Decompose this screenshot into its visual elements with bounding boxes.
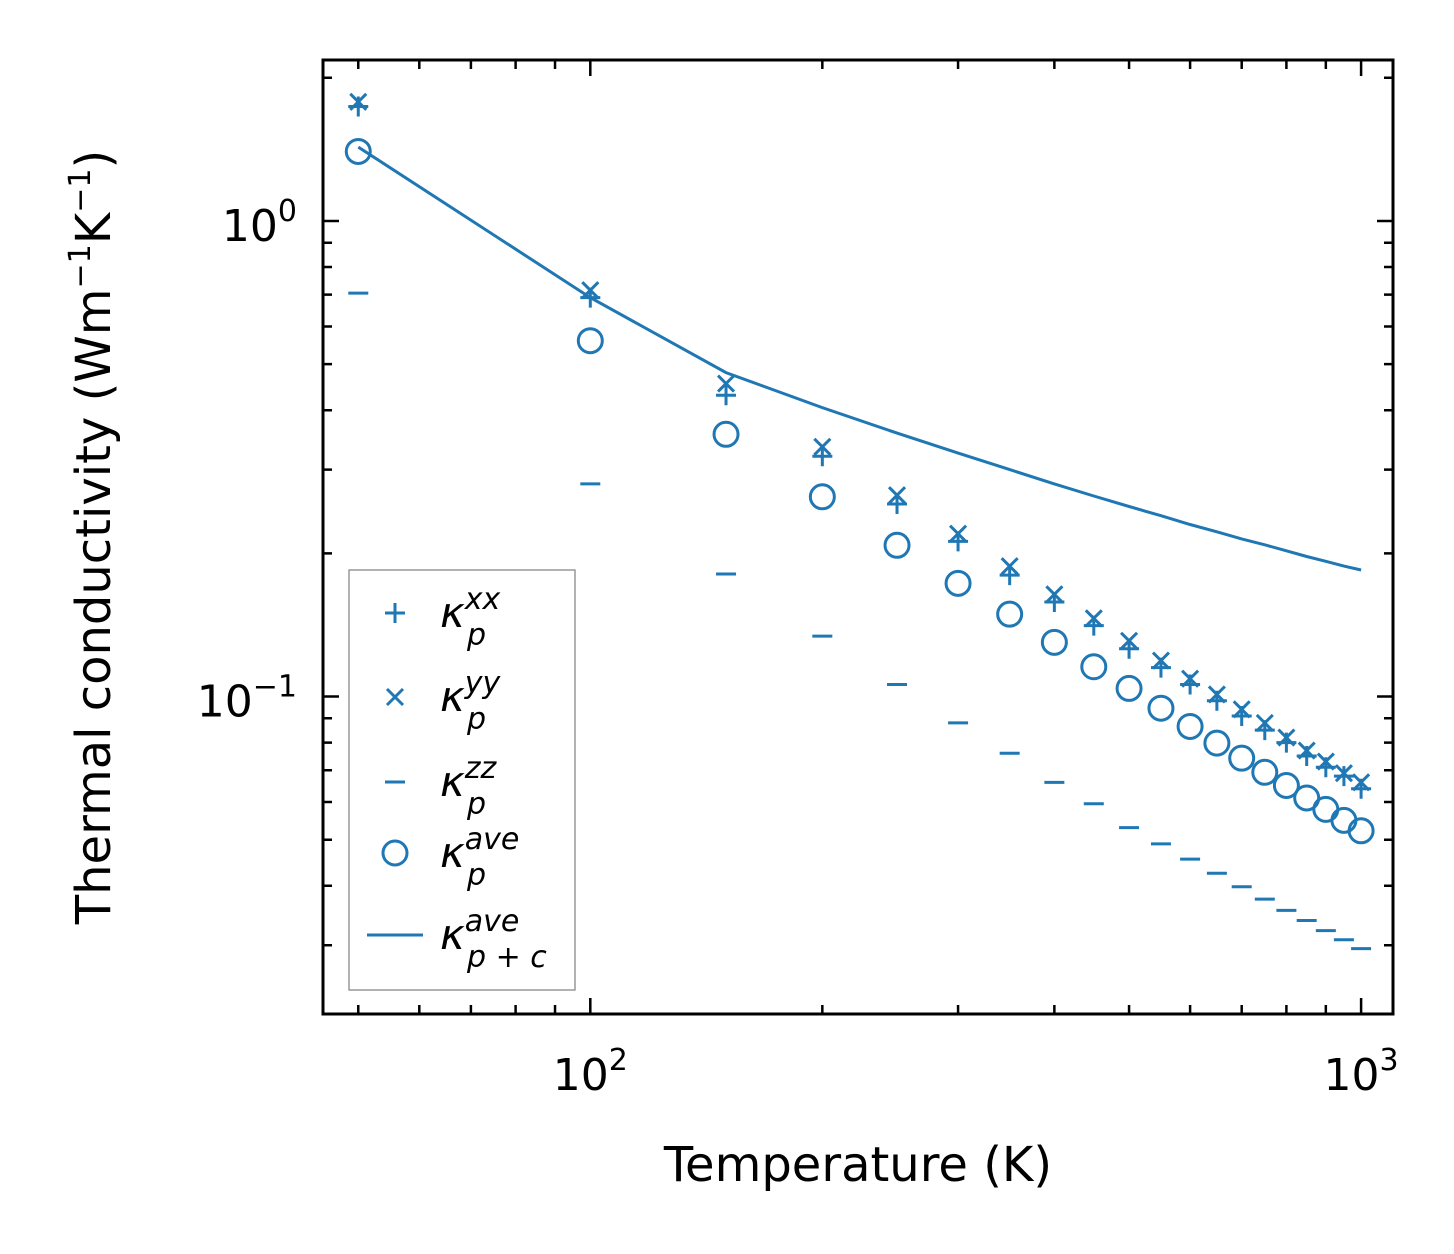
data-point-kave	[344, 137, 372, 165]
data-point-kyy	[1334, 764, 1353, 783]
data-point-kave	[1347, 817, 1375, 845]
data-point-kxx	[1333, 766, 1354, 787]
legend-label-kave_pc: κave p + c	[440, 904, 547, 975]
legend-label-kxx-sub: p	[466, 618, 486, 653]
data-point-kyy	[1084, 609, 1103, 628]
data-point-kave	[576, 327, 604, 355]
data-point-kyy	[1045, 585, 1064, 604]
x-tick-label-1: 103	[1324, 1043, 1399, 1101]
data-point-kave	[1176, 712, 1204, 740]
y-tick-label-0-exp: 0	[278, 194, 297, 229]
data-point-kyy	[1255, 713, 1274, 732]
x-tick-label-1-exp: 3	[1380, 1043, 1399, 1078]
legend-label-kave-sup: ave	[465, 822, 520, 857]
y-tick-label-1: 10−1	[197, 670, 297, 728]
y-tick-label-1-base: 10	[197, 677, 253, 728]
y-axis-label-close: )	[66, 150, 122, 169]
data-point-kave	[1312, 795, 1340, 823]
data-point-kave	[1115, 674, 1143, 702]
y-tick-label-0-base: 10	[222, 201, 278, 252]
y-axis-label-exp1: −1	[63, 244, 98, 288]
legend-label-kyy-sup: yy	[464, 666, 502, 701]
data-point-kave	[1330, 806, 1358, 834]
x-tick-label-0-base: 10	[553, 1050, 609, 1101]
data-point-kyy	[1181, 669, 1200, 688]
data-point-kyy	[887, 486, 907, 505]
data-point-kyy	[1297, 741, 1316, 760]
data-point-kxx	[348, 96, 369, 117]
legend-label-kave_pc-sub: p + c	[466, 940, 547, 975]
data-point-kave	[1147, 694, 1175, 722]
y-axis-label-exp2: −1	[63, 169, 98, 213]
y-tick-label-0: 100	[222, 194, 297, 252]
legend-label-kxx-sup: xx	[464, 582, 501, 617]
data-point-kxx	[999, 565, 1020, 586]
data-point-kyy	[349, 92, 368, 111]
data-point-kyy	[1316, 752, 1335, 771]
legend-label-kxx: κxx p	[440, 582, 501, 653]
legend-label-kave-base: κ	[440, 828, 465, 877]
legend-box	[348, 569, 576, 991]
data-point-kave	[883, 531, 911, 559]
data-point-kave	[808, 483, 836, 511]
legend-label-kzz-base: κ	[440, 757, 465, 806]
y-tick-label-1-exp: −1	[253, 670, 297, 705]
legend-label-kave: κave p	[440, 822, 519, 893]
legend-swatch-kave	[381, 839, 409, 867]
data-point-kave	[1251, 758, 1279, 786]
data-point-kyy	[1000, 557, 1019, 576]
plot-frame	[321, 58, 1395, 1016]
x-tick-label-0-exp: 2	[609, 1043, 628, 1078]
legend-label-kxx-base: κ	[440, 588, 465, 637]
data-point-kyy	[1277, 728, 1296, 747]
x-tick-label-0: 102	[553, 1043, 628, 1101]
data-point-kyy	[1232, 700, 1251, 719]
data-point-kave	[996, 600, 1024, 628]
data-point-kyy	[716, 374, 736, 393]
legend-swatch-kyy	[385, 687, 405, 707]
series-line-kave_pc	[357, 145, 1362, 572]
data-point-kyy	[949, 524, 968, 543]
data-layer	[344, 92, 1375, 951]
data-point-kave	[1228, 744, 1256, 772]
legend-label-kave-sub: p	[466, 858, 486, 893]
legend-label-kzz: κzz p	[440, 751, 498, 822]
legend-label-kyy-base: κ	[440, 672, 465, 721]
y-axis-label-unit: K	[66, 211, 122, 244]
data-point-kave	[1203, 729, 1231, 757]
data-point-kyy	[1119, 631, 1139, 650]
x-tick-label-1-base: 10	[1324, 1050, 1380, 1101]
data-point-kave	[944, 569, 972, 597]
legend-label-kave_pc-sup: ave	[465, 904, 520, 939]
legend-label-kzz-sup: zz	[464, 751, 498, 786]
data-point-kyy	[1151, 651, 1171, 670]
data-point-kave	[1080, 653, 1108, 681]
data-point-kave	[1040, 628, 1068, 656]
data-point-kave	[712, 420, 740, 448]
legend-label-kyy: κyy p	[440, 666, 502, 737]
data-point-kxx	[716, 385, 737, 406]
legend-label-kyy-sub: p	[466, 702, 486, 737]
y-axis-label: Thermal conductivity (Wm−1K−1)	[63, 150, 122, 925]
x-axis-label: Temperature (K)	[663, 1137, 1052, 1193]
data-point-kyy	[1352, 773, 1371, 792]
legend-label-kzz-sub: p	[466, 787, 486, 822]
legend-label-kave_pc-base: κ	[440, 910, 465, 959]
legend-swatch-kxx	[385, 603, 405, 623]
data-point-kyy	[1207, 685, 1226, 704]
y-axis-label-main: Thermal conductivity (Wm	[66, 288, 122, 925]
data-point-kave	[1272, 772, 1300, 800]
data-point-kxx	[812, 446, 833, 467]
data-point-kyy	[813, 437, 832, 456]
